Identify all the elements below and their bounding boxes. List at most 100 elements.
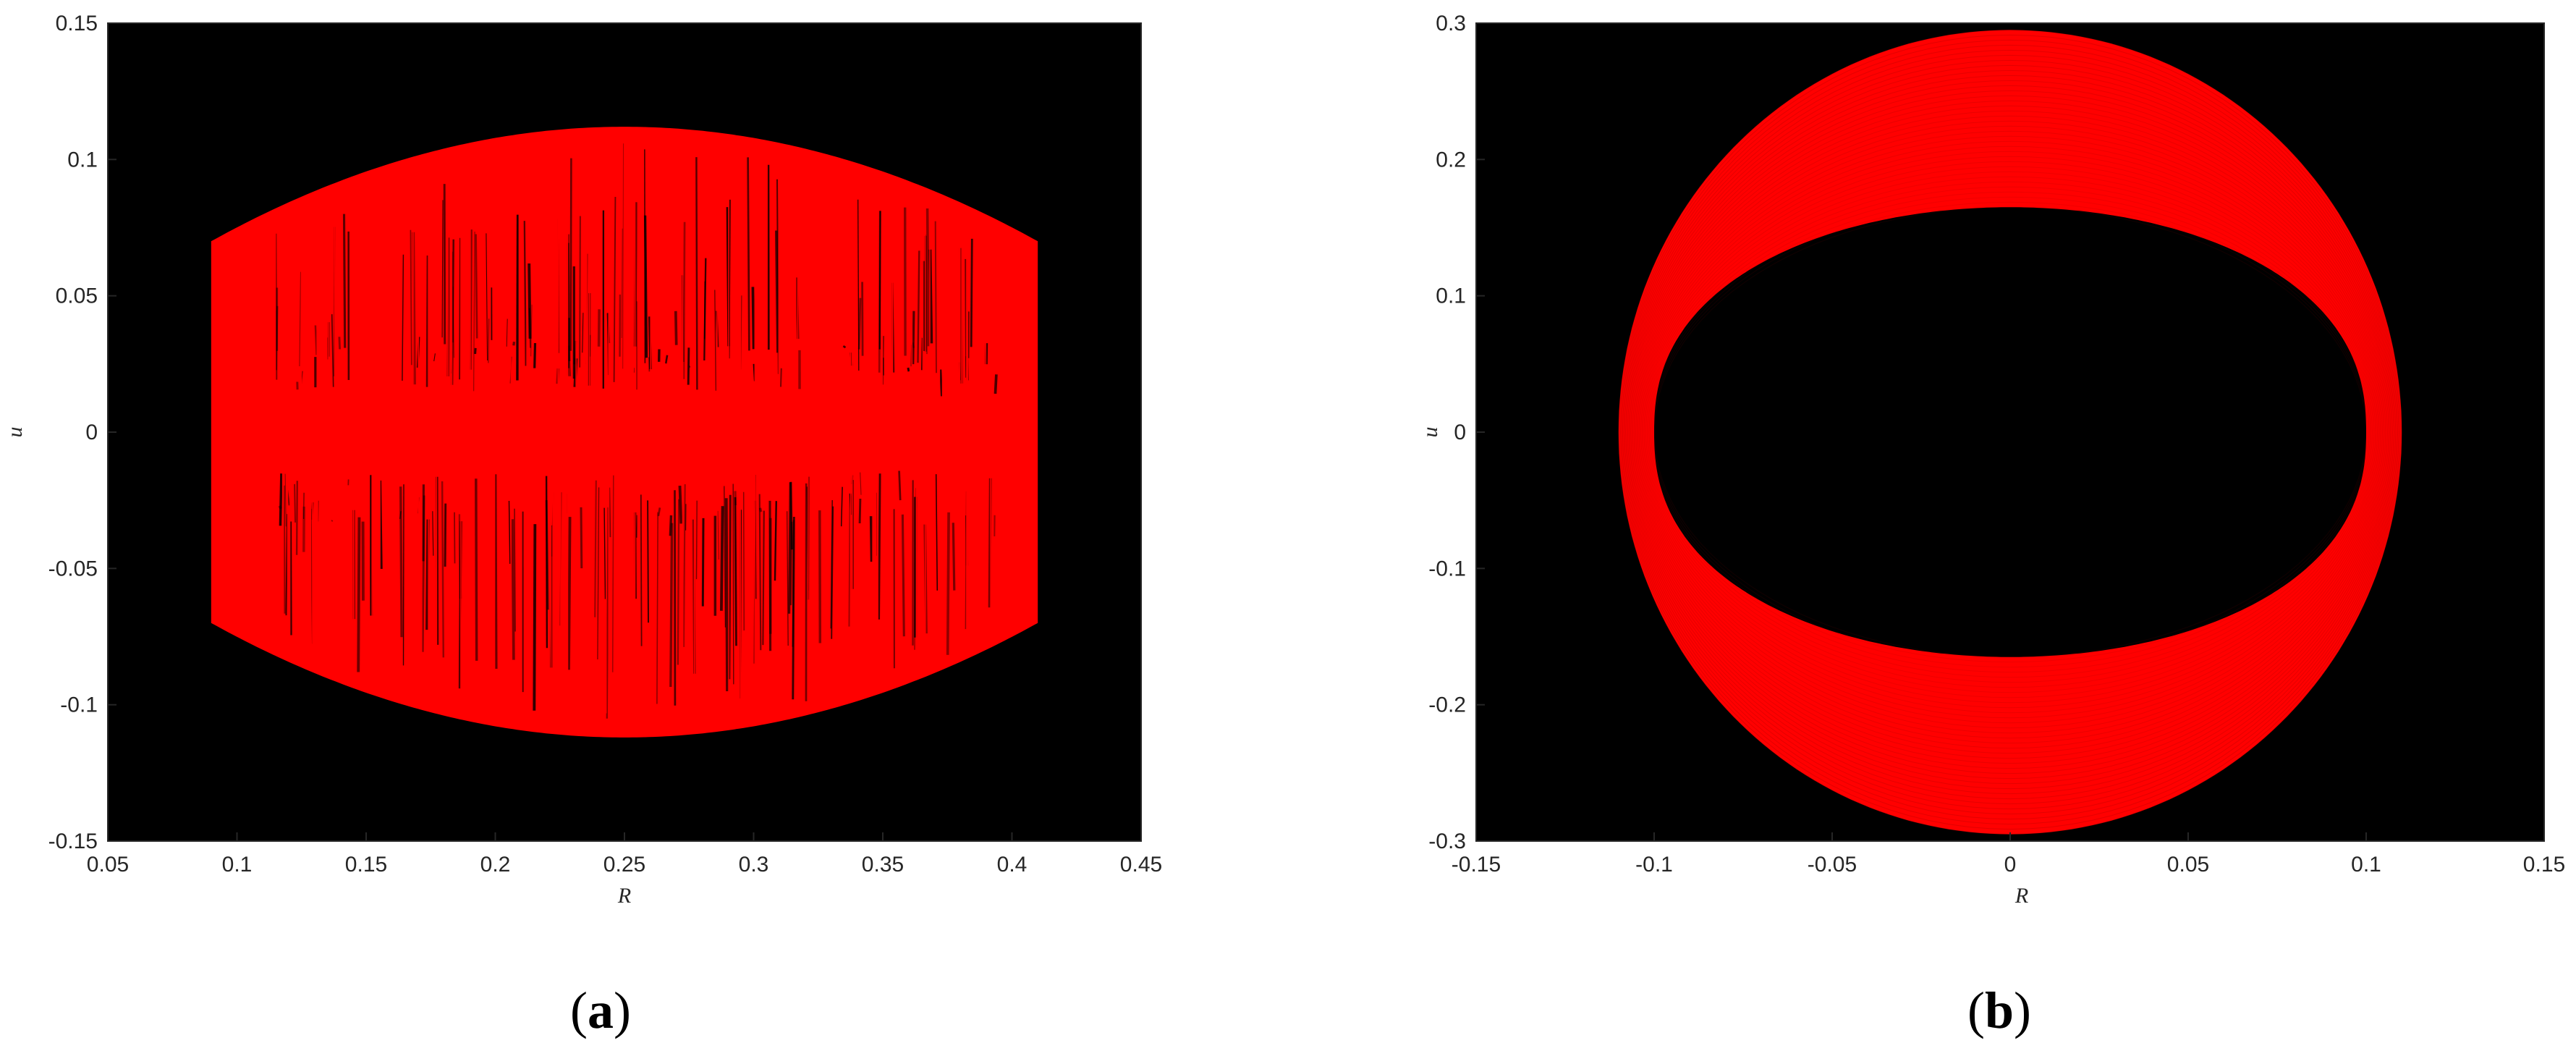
trajectory-gap-a <box>922 261 926 352</box>
trajectory-gap-a <box>402 254 404 381</box>
ytick-label-a: 0.05 <box>56 284 98 308</box>
ytick-label-b: -0.1 <box>1428 557 1466 580</box>
trajectory-gap-a <box>530 304 533 357</box>
trajectory-gap-a <box>425 519 430 630</box>
trajectory-line-b <box>1635 115 2385 749</box>
trajectory-gap-a <box>302 492 305 520</box>
ytick-label-b: 0.3 <box>1436 12 1466 35</box>
trajectory-line-b <box>1646 171 2374 693</box>
trajectory-gap-a <box>275 305 279 371</box>
xtick-label-b: 0.15 <box>2523 853 2565 877</box>
trajectory-gap-a <box>842 345 847 349</box>
chart-a: 0.05 0.1 0.15 0.2 0.25 0.3 0.35 0.4 0.45 0.15 0.1 0… <box>3 12 1162 908</box>
trajectory-line-b <box>1624 59 2397 805</box>
trajectory-gap-a <box>818 510 822 643</box>
trajectory-gap-a <box>687 347 690 385</box>
trajectory-gap-a <box>881 336 885 385</box>
trajectory-gap-a <box>314 325 318 355</box>
trajectory-gap-a <box>567 242 571 362</box>
trajectory-gap-a <box>369 475 373 616</box>
trajectory-gap-a <box>516 214 520 381</box>
trajectory-gap-a <box>717 510 719 560</box>
trajectory-gap-a <box>473 231 475 392</box>
trajectory-gap-a <box>878 473 881 620</box>
trajectory-gap-a <box>551 525 554 527</box>
trajectory-gap-a <box>285 514 288 616</box>
trajectory-gap-a <box>475 234 478 339</box>
trajectory-gap-a <box>511 519 515 660</box>
xtick-label-a: 0.25 <box>603 853 645 877</box>
trajectory-gap-a <box>452 286 455 358</box>
trajectory-gap-a <box>508 500 511 565</box>
xtick-label-a: 0.45 <box>1120 853 1162 877</box>
trajectory-line-b <box>1623 54 2397 810</box>
ytick-label-b: 0.1 <box>1436 284 1466 308</box>
ytick-label-b: 0.2 <box>1436 148 1466 172</box>
trajectory-line-b <box>1645 166 2375 698</box>
xtick-label-a: 0.3 <box>739 853 769 877</box>
trajectory-gap-a <box>952 523 956 591</box>
trajectory-gap-a <box>594 480 597 617</box>
ytick-label-a: -0.05 <box>48 557 98 580</box>
trajectory-gap-a <box>338 337 342 350</box>
trajectory-line-b <box>1618 29 2402 835</box>
ylabel-b: u <box>1418 427 1442 438</box>
trajectory-gap-a <box>857 297 862 350</box>
trajectory-gap-a <box>410 229 412 366</box>
trajectory-gap-a <box>656 512 659 704</box>
trajectory-gap-a <box>851 480 855 589</box>
trajectory-gap-a <box>792 516 795 700</box>
trajectory-gap-a <box>433 353 436 362</box>
ytick-label-a: 0.15 <box>56 12 98 35</box>
trajectory-gap-a <box>787 511 789 646</box>
trajectory-gap-a <box>970 238 973 347</box>
trajectory-line-b <box>1637 125 2383 739</box>
trajectory-gap-a <box>732 484 734 685</box>
trajectory-gap-a <box>935 474 939 591</box>
trajectory-gap-a <box>545 499 549 610</box>
xtick-label-a: 0.2 <box>480 853 511 877</box>
series-b <box>1618 29 2402 835</box>
caption-a: (a) <box>570 981 631 1039</box>
trajectory-gap-a <box>677 499 680 665</box>
trajectory-line-b <box>1625 64 2395 800</box>
trajectory-line-b <box>1631 95 2389 769</box>
trajectory-line-b <box>1653 201 2368 663</box>
trajectory-gap-a <box>580 507 583 569</box>
trajectory-gap-a <box>946 512 950 655</box>
trajectory-gap-a <box>695 500 698 580</box>
trajectory-line-b <box>1628 80 2392 785</box>
trajectory-line-b <box>1651 196 2369 668</box>
series-a <box>211 127 1038 738</box>
caption-b: (b) <box>1967 981 2031 1039</box>
trajectory-gap-a <box>703 281 706 339</box>
trajectory-gap-a <box>657 507 661 517</box>
trajectory-gap-a <box>597 487 600 660</box>
trajectory-gap-a <box>284 473 287 527</box>
trajectory-line-b <box>1619 34 2402 830</box>
trajectory-line-b <box>1648 181 2372 683</box>
ytick-label-a: 0 <box>85 421 98 444</box>
ytick-label-b: 0 <box>1454 421 1466 444</box>
trajectory-gap-a <box>443 184 446 345</box>
trajectory-gap-a <box>830 499 833 629</box>
trajectory-line-b <box>1639 135 2381 729</box>
xtick-label-b: 0.05 <box>2167 853 2209 877</box>
xtick-label-b: -0.05 <box>1808 853 1857 877</box>
trajectory-line-b <box>1633 105 2387 759</box>
trajectory-gap-a <box>774 501 777 581</box>
trajectory-lines-a <box>217 128 1033 737</box>
trajectory-gap-a <box>279 473 283 526</box>
trajectory-gap-a <box>299 271 302 367</box>
trajectory-gap-a <box>425 255 429 387</box>
trajectory-line-b <box>1636 120 2384 744</box>
trajectory-gap-a <box>724 498 729 692</box>
trajectory-gap-a <box>728 199 731 359</box>
trajectory-gap-a <box>283 485 286 614</box>
xtick-label-a: 0.15 <box>345 853 387 877</box>
trajectory-gap-a <box>912 311 915 365</box>
trajectory-gap-a <box>606 507 609 719</box>
trajectory-gap-a <box>613 196 617 382</box>
xtick-label-a: 0.4 <box>997 853 1028 877</box>
